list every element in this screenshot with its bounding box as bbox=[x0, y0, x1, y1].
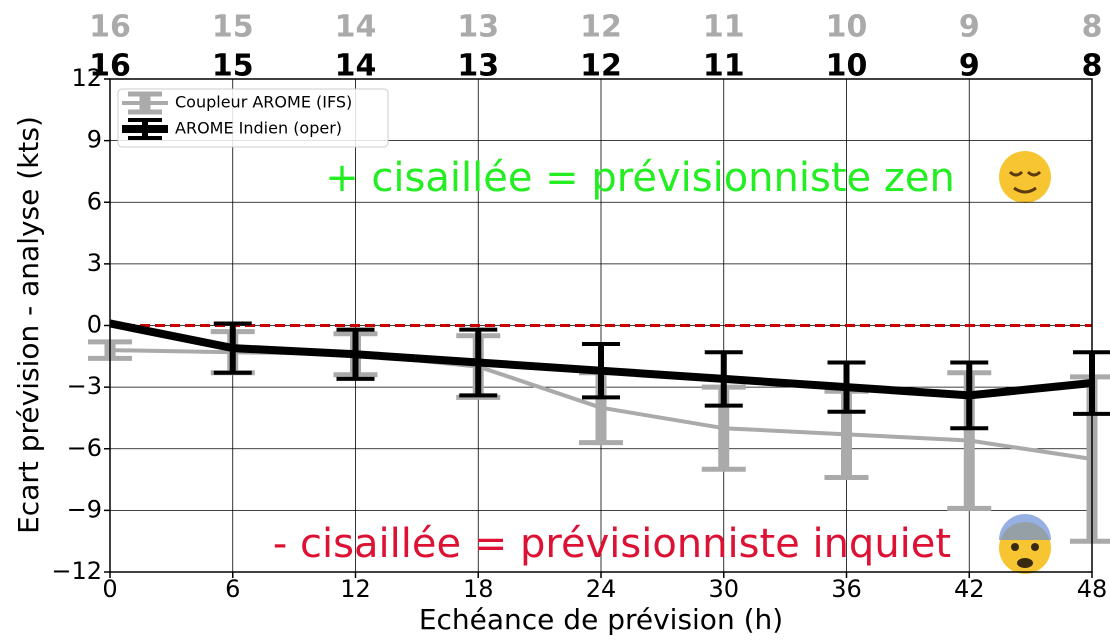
legend: Coupleur AROME (IFS) AROME Indien (oper) bbox=[117, 88, 389, 148]
top-label: 8 bbox=[1082, 49, 1103, 84]
x-tick-label: 0 bbox=[102, 575, 117, 603]
y-tick-label: 3 bbox=[87, 249, 102, 277]
top-label: 16 bbox=[89, 49, 131, 84]
legend-label: AROME Indien (oper) bbox=[175, 119, 342, 138]
top-label: 8 bbox=[1082, 10, 1103, 45]
error-bar bbox=[704, 350, 743, 408]
y-tick-label: 12 bbox=[71, 64, 102, 92]
top-label: 16 bbox=[89, 10, 131, 45]
error-bar bbox=[950, 360, 989, 431]
top-label: 10 bbox=[826, 49, 868, 84]
x-tick-label: 42 bbox=[954, 575, 985, 603]
x-tick-label: 12 bbox=[340, 575, 371, 603]
emoji-zen bbox=[999, 151, 1051, 203]
top-label: 14 bbox=[335, 10, 377, 45]
top-label: 13 bbox=[457, 10, 499, 45]
error-bar bbox=[827, 360, 866, 414]
y-tick-label: −9 bbox=[67, 495, 102, 523]
error-bar bbox=[582, 341, 620, 400]
top-label: 15 bbox=[212, 49, 254, 84]
y-tick-label: −12 bbox=[51, 557, 102, 585]
error-bar bbox=[336, 327, 375, 381]
emoji-worried bbox=[999, 514, 1051, 574]
y-tick-label: −3 bbox=[67, 372, 102, 400]
top-label: 13 bbox=[457, 49, 499, 84]
y-tick-label: 9 bbox=[87, 126, 102, 154]
error-bar bbox=[213, 321, 252, 375]
top-label: 14 bbox=[335, 49, 377, 84]
top-label: 11 bbox=[703, 49, 745, 84]
top-label: 10 bbox=[826, 10, 868, 45]
x-tick-label: 36 bbox=[831, 575, 862, 603]
top-label: 12 bbox=[580, 10, 622, 45]
x-tick-label: 48 bbox=[1077, 575, 1108, 603]
y-tick-label: 0 bbox=[87, 311, 102, 339]
x-tick-label: 6 bbox=[225, 575, 240, 603]
legend-label: Coupleur AROME (IFS) bbox=[175, 93, 352, 112]
annotation: + cisaillée = prévisionniste zen bbox=[325, 155, 955, 201]
y-axis-label: Ecart prévision - analyse (kts) bbox=[12, 116, 45, 534]
top-label: 12 bbox=[580, 49, 622, 84]
annotation: - cisaillée = prévisionniste inquiet bbox=[273, 521, 951, 567]
x-tick-label: 18 bbox=[463, 575, 494, 603]
top-label: 9 bbox=[959, 49, 980, 84]
legend-box bbox=[117, 88, 389, 148]
y-tick-label: 6 bbox=[87, 187, 102, 215]
error-bar bbox=[459, 327, 498, 398]
x-axis-label: Echéance de prévision (h) bbox=[419, 603, 783, 636]
x-tick-label: 24 bbox=[586, 575, 617, 603]
top-label: 15 bbox=[212, 10, 254, 45]
top-label: 9 bbox=[959, 10, 980, 45]
y-tick-label: −6 bbox=[67, 434, 102, 462]
top-label: 11 bbox=[703, 10, 745, 45]
plot-frame bbox=[109, 78, 1093, 573]
x-tick-label: 30 bbox=[708, 575, 739, 603]
